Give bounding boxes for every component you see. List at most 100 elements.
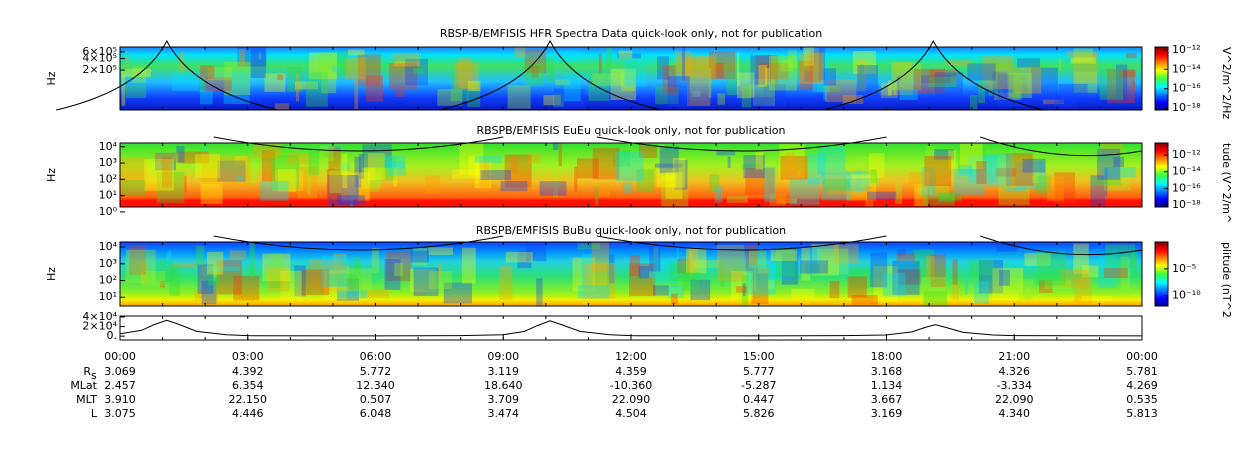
spectrogram-texture [1035,175,1051,195]
spectrogram-texture [362,171,382,189]
spectrogram-texture [355,175,360,196]
spectrogram-texture [823,68,837,86]
spectrogram-texture [768,55,797,91]
spectrogram-texture [1073,48,1093,63]
spectrogram-texture [326,169,341,199]
x-tick-label: 21:00 [998,350,1030,363]
x-tick-label: 12:00 [615,350,647,363]
spectrogram-texture [736,52,740,87]
spectrogram-texture [998,174,1030,206]
table-cell: 5.772 [360,365,392,378]
spectrogram-texture [760,63,789,80]
spectrogram-texture [1098,255,1117,289]
spectrogram-texture [817,146,846,175]
spectrogram-texture [121,68,151,77]
spectrogram-texture [968,155,998,183]
spectrogram-texture [156,171,185,203]
spectrogram-texture [726,196,748,203]
spectrogram-texture [1009,260,1038,268]
spectrogram-texture [1015,161,1047,190]
spectrogram-texture [727,156,731,168]
spectrogram-texture [200,181,223,204]
spectrogram-texture [120,157,147,186]
spectrogram-texture [680,57,712,83]
spectrogram-texture [309,52,337,80]
spectrogram-texture [235,155,248,166]
spectrogram-texture [1119,70,1136,77]
spectrogram-texture [688,247,698,275]
spectrogram-texture [1103,167,1136,178]
spectrogram-texture [709,174,720,192]
spectrogram-texture [1026,288,1054,294]
spectrogram-texture [686,247,707,274]
spectrogram-texture [1022,158,1046,173]
spectrogram-texture [948,150,956,169]
spectrogram-texture [199,79,207,93]
spectrogram-texture [612,150,631,167]
spectrogram-texture [925,146,936,181]
spectrogram-texture [564,72,581,102]
spectrogram-texture [922,167,936,197]
spectrogram-texture [576,158,599,179]
spectrogram-texture [817,86,841,92]
spectrogram-texture [992,71,1008,101]
spectrogram-texture [842,94,864,105]
table-cell: -10.360 [610,379,652,392]
spectrogram-texture [709,51,736,80]
spectrogram-texture [755,55,779,85]
spectrogram-texture [318,52,348,77]
spectrogram-texture [237,47,267,67]
spectrogram-texture [262,253,291,282]
spectrogram-texture [327,175,359,206]
spectrogram-texture [921,75,951,84]
spectrogram-texture [572,257,596,292]
spectrogram-texture [384,155,405,169]
spectrogram-texture [934,149,954,160]
spectrogram-texture [371,247,379,274]
spectrogram-texture [653,246,659,272]
spectrogram-texture [454,62,479,90]
spectrogram-texture [245,166,258,184]
spectrogram-texture [140,261,148,285]
table-cell: 0.535 [1126,393,1158,406]
spectrogram-texture [264,73,286,92]
spectrogram-texture [260,180,289,201]
spectrogram-texture [308,148,320,176]
spectrogram-texture [716,151,736,156]
colorbar [1154,241,1169,307]
table-cell: 1.134 [871,379,903,392]
spectrogram-texture [333,167,348,175]
spectrogram-texture [765,68,770,85]
spectrogram-texture [574,166,578,193]
table-cell: 4.392 [232,365,264,378]
spectrogram-texture [978,260,1003,294]
spectrogram-texture [628,263,656,297]
spectrogram-texture [897,249,906,256]
spectrogram-texture [952,283,959,300]
spectrogram-texture [1013,61,1029,84]
spectrogram-texture [818,48,825,81]
spectrogram-texture [252,143,283,159]
spectrogram-texture [964,260,969,295]
spectrogram-texture [144,159,174,191]
spectrogram-texture [913,249,935,280]
spectrogram-texture [982,54,1013,90]
spectrogram-texture [297,166,318,199]
spectrogram-texture [781,253,799,285]
spectrogram-texture [940,193,962,201]
spectrogram-texture [1105,167,1108,197]
spectrogram-texture [661,172,689,207]
spectrogram-texture [197,264,214,294]
spectrogram-texture [1059,57,1062,71]
spectrogram-texture [474,155,502,163]
spectrogram-texture [474,161,492,189]
spectrogram-texture [336,278,360,301]
spectrogram-texture [339,268,372,292]
spectrogram-texture [1058,83,1088,103]
spectrogram-texture [623,161,627,178]
spectrogram-texture [741,275,749,306]
spectrogram-texture [655,86,679,105]
spectrogram-texture [203,144,207,152]
spectrogram-texture [450,73,469,102]
spectrogram [120,143,1142,207]
